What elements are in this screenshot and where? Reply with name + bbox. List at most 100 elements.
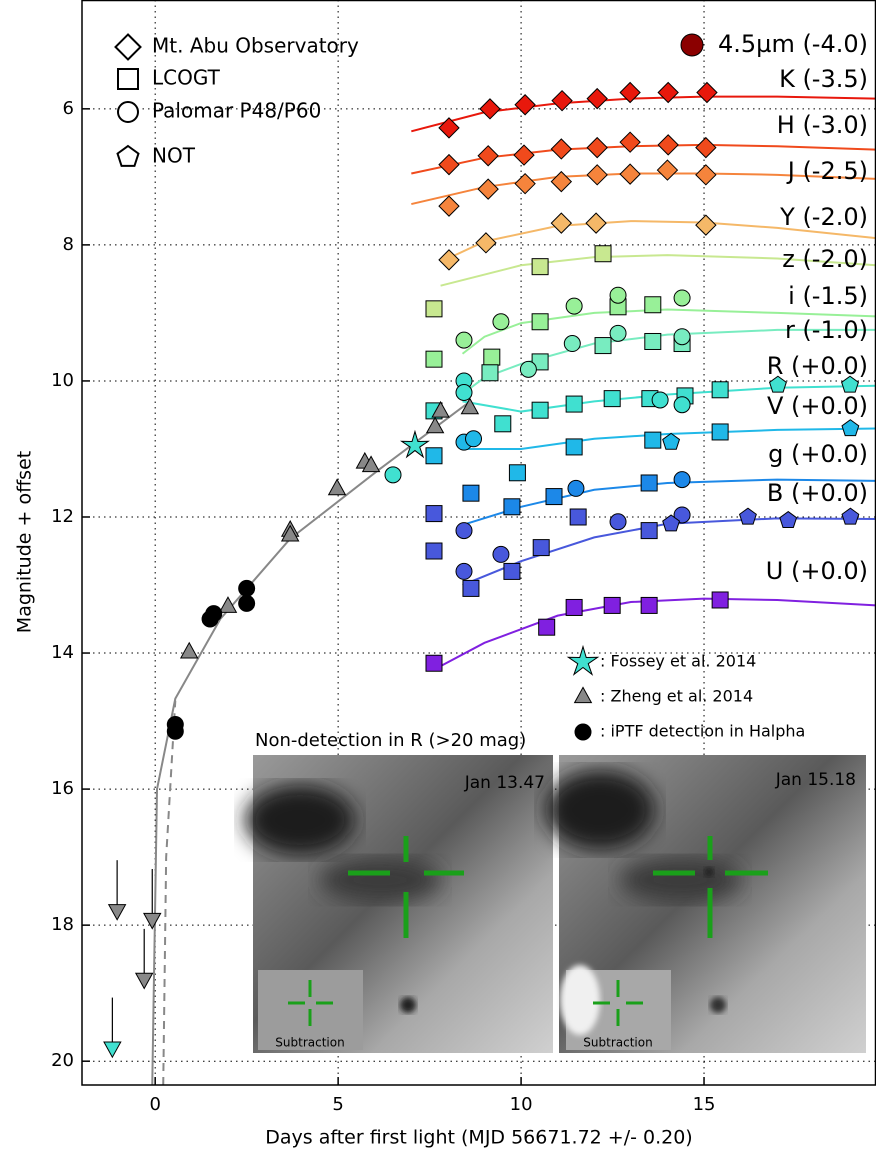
diamond-marker xyxy=(656,159,679,181)
square-marker xyxy=(565,395,583,413)
diamond-marker xyxy=(695,214,717,236)
y-tick-label: 10 xyxy=(51,370,74,391)
circle-marker xyxy=(609,513,627,531)
y-tick-label: 14 xyxy=(51,642,74,663)
pentagon-marker xyxy=(662,432,681,450)
x-tick-label: 15 xyxy=(693,1094,716,1115)
circle-marker xyxy=(455,331,473,349)
triangle-marker xyxy=(425,416,445,434)
triangle-marker xyxy=(573,686,593,704)
legend-label: : Zheng et al. 2014 xyxy=(600,687,753,706)
circle-marker xyxy=(205,605,223,623)
circle-marker xyxy=(673,328,691,346)
square-marker xyxy=(644,296,662,314)
band-label: g (+0.0) xyxy=(768,440,868,468)
legend-label: Mt. Abu Observatory xyxy=(152,34,359,58)
fit-curve xyxy=(440,254,876,287)
triangle-marker xyxy=(179,641,199,659)
inset-image xyxy=(245,755,553,1053)
diamond-marker xyxy=(696,81,718,104)
triangle-marker xyxy=(431,400,450,418)
square-marker xyxy=(603,596,621,614)
fit-curve xyxy=(461,308,876,355)
inset-date: Jan 15.18 xyxy=(775,770,856,790)
diamond-marker xyxy=(477,178,499,200)
band-label: r (-1.0) xyxy=(785,316,868,344)
circle-marker xyxy=(609,286,627,304)
band-label: R (+0.0) xyxy=(767,352,868,380)
pentagon-marker xyxy=(779,510,798,529)
square-marker xyxy=(117,68,139,90)
y-tick-label: 16 xyxy=(51,778,74,799)
pentagon-marker xyxy=(116,144,140,167)
inset-image xyxy=(545,755,866,1053)
square-marker xyxy=(538,618,556,636)
square-marker xyxy=(483,348,501,366)
circle-marker xyxy=(492,545,510,563)
circle-marker xyxy=(673,506,691,524)
band-label: V (+0.0) xyxy=(767,392,868,420)
circle-marker xyxy=(574,723,592,741)
y-tick-label: 12 xyxy=(51,506,74,527)
triangle-marker xyxy=(218,596,238,613)
diamond-marker xyxy=(586,164,608,186)
x-tick-label: 10 xyxy=(510,1094,533,1115)
circle-marker xyxy=(238,579,256,597)
square-marker xyxy=(531,313,549,331)
square-marker xyxy=(640,474,658,492)
square-marker xyxy=(425,300,443,318)
circle-marker xyxy=(238,594,256,612)
circle-marker xyxy=(384,466,402,484)
inset-label: Subtraction xyxy=(583,1036,652,1050)
diamond-marker xyxy=(513,144,535,166)
square-marker xyxy=(425,654,443,672)
square-marker xyxy=(481,364,499,382)
legend-label: : Fossey et al. 2014 xyxy=(600,652,756,671)
diamond-marker xyxy=(550,170,573,193)
inset-title: Non-detection in R (>20 mag) xyxy=(255,730,526,751)
pentagon-marker xyxy=(768,375,787,393)
diamond-marker xyxy=(114,33,142,61)
y-tick-label: 20 xyxy=(51,1050,74,1071)
square-marker xyxy=(565,438,583,456)
pentagon-marker xyxy=(738,507,757,525)
square-marker xyxy=(425,350,443,368)
star-marker xyxy=(566,644,600,676)
legend-label: : iPTF detection in Halpha xyxy=(600,722,805,741)
square-marker xyxy=(503,562,521,580)
circle-marker xyxy=(519,360,537,378)
square-marker xyxy=(545,488,563,506)
square-marker xyxy=(425,447,443,465)
diamond-marker xyxy=(585,212,607,234)
circle-marker xyxy=(673,471,691,489)
square-marker xyxy=(711,591,729,609)
inset-date: Jan 13.47 xyxy=(464,773,545,793)
diamond-marker xyxy=(695,136,717,159)
diamond-marker xyxy=(586,87,608,110)
diamond-marker xyxy=(438,117,460,139)
y-tick-label: 18 xyxy=(51,914,74,935)
diamond-marker xyxy=(619,131,641,153)
diamond-marker xyxy=(479,98,501,120)
circle-marker xyxy=(492,313,510,331)
square-marker xyxy=(508,464,526,482)
square-marker xyxy=(531,401,549,419)
triangle-marker xyxy=(361,455,381,473)
square-marker xyxy=(425,505,443,523)
triangle-marker xyxy=(460,397,480,415)
diamond-marker xyxy=(438,249,460,271)
triangle-marker xyxy=(280,524,300,542)
diamond-marker xyxy=(586,136,608,159)
axes: Magnitude + offset Days after first ligh… xyxy=(14,0,876,1149)
diamond-marker xyxy=(657,134,679,156)
diamond-marker xyxy=(475,232,497,254)
band-label: B (+0.0) xyxy=(767,479,868,507)
square-marker xyxy=(711,423,729,441)
square-marker xyxy=(644,431,662,449)
square-marker xyxy=(594,245,612,263)
square-marker xyxy=(640,596,658,614)
band-label: 4.5µm (-4.0) xyxy=(718,30,868,58)
square-marker xyxy=(462,484,480,502)
square-marker xyxy=(711,381,729,399)
square-marker xyxy=(594,337,612,355)
